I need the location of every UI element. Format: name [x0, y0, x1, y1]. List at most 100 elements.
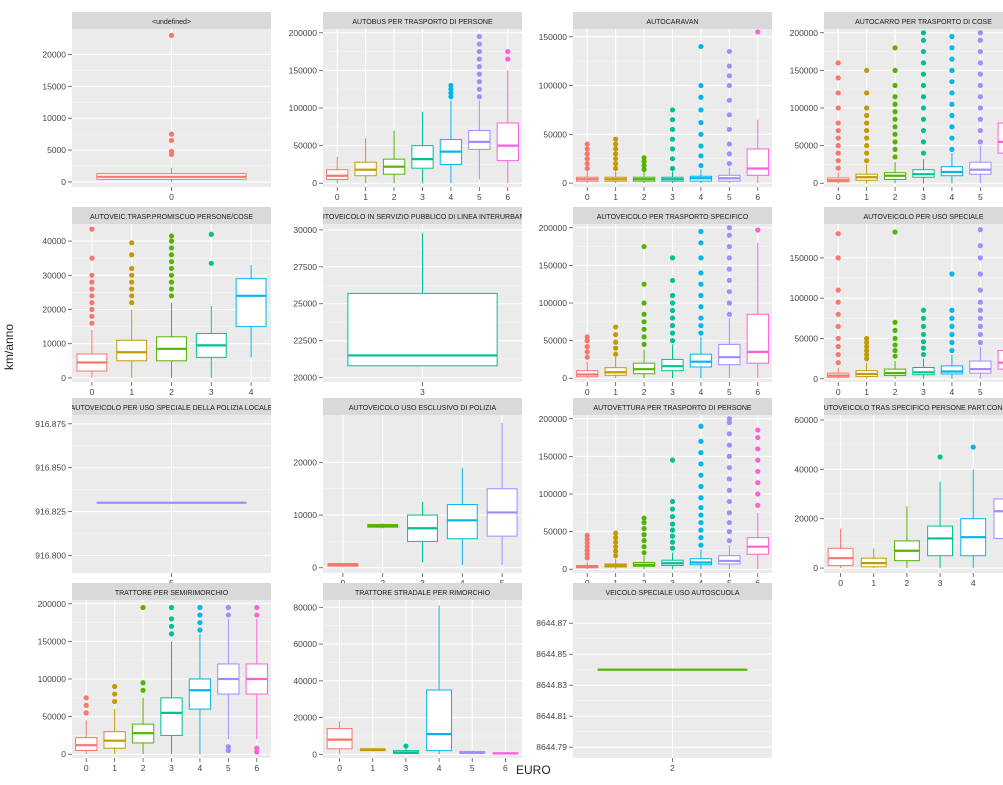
- outlier-point: [89, 300, 94, 305]
- outlier-point: [670, 255, 675, 260]
- outlier-point: [727, 98, 732, 103]
- outlier-point: [613, 151, 618, 156]
- outlier-point: [169, 624, 174, 629]
- outlier-point: [585, 161, 590, 166]
- outlier-point: [169, 245, 174, 250]
- x-tick-label: 6: [503, 763, 508, 773]
- outlier-point: [89, 256, 94, 261]
- outlier-point: [254, 605, 259, 610]
- outlier-point: [921, 316, 926, 321]
- box-iqr: [189, 679, 210, 709]
- outlier-point: [949, 348, 954, 353]
- y-tick-label: 50000: [543, 527, 567, 537]
- y-tick-label: 916.850: [35, 463, 66, 473]
- outlier-point: [978, 105, 983, 110]
- x-tick-label: 4: [699, 387, 704, 397]
- outlier-point: [585, 156, 590, 161]
- facet-panel: AUTOVEICOLO PER USO SPECIALE DELLA POLIZ…: [35, 398, 272, 588]
- outlier-point: [921, 117, 926, 122]
- outlier-point: [978, 288, 983, 293]
- x-tick-label: 0: [335, 192, 340, 202]
- outlier-point: [613, 531, 618, 536]
- facet-panel: AUTOVEICOLO PER TRASPORTO SPECIFICO05000…: [539, 207, 772, 397]
- x-tick-label: 4: [950, 192, 955, 202]
- outlier-point: [613, 540, 618, 545]
- box-iqr: [469, 131, 490, 150]
- outlier-point: [892, 348, 897, 353]
- outlier-point: [836, 312, 841, 317]
- y-tick-label: 30000: [42, 270, 66, 280]
- y-tick-label: 150000: [38, 636, 67, 646]
- outlier-point: [698, 44, 703, 49]
- y-tick-label: 916.825: [35, 507, 66, 517]
- outlier-point: [836, 90, 841, 95]
- outlier-point: [613, 141, 618, 146]
- outlier-point: [209, 261, 214, 266]
- x-tick-label: 6: [254, 763, 259, 773]
- outlier-point: [89, 293, 94, 298]
- outlier-point: [978, 83, 983, 88]
- outlier-point: [169, 33, 174, 38]
- outlier-point: [670, 137, 675, 142]
- outlier-point: [585, 151, 590, 156]
- outlier-point: [727, 278, 732, 283]
- outlier-point: [89, 321, 94, 326]
- box-iqr: [497, 123, 518, 161]
- outlier-point: [613, 553, 618, 558]
- x-tick-label: 6: [505, 192, 510, 202]
- outlier-point: [670, 293, 675, 298]
- outlier-point: [169, 233, 174, 238]
- outlier-point: [698, 107, 703, 112]
- outlier-point: [112, 684, 117, 689]
- y-tick-label: 0: [61, 373, 66, 383]
- x-tick-label: 4: [699, 192, 704, 202]
- outlier-point: [727, 267, 732, 272]
- outlier-point: [140, 680, 145, 685]
- x-tick-label: 1: [613, 192, 618, 202]
- outlier-point: [585, 533, 590, 538]
- outlier-point: [864, 143, 869, 148]
- outlier-point: [727, 225, 732, 230]
- outlier-point: [978, 30, 983, 35]
- outlier-point: [670, 499, 675, 504]
- outlier-point: [641, 319, 646, 324]
- outlier-point: [836, 231, 841, 236]
- outlier-point: [892, 320, 897, 325]
- outlier-point: [613, 549, 618, 554]
- y-tick-label: 8644.79: [536, 742, 567, 752]
- outlier-point: [698, 484, 703, 489]
- x-tick-label: 2: [169, 387, 174, 397]
- outlier-point: [978, 117, 983, 122]
- outlier-point: [129, 240, 134, 245]
- y-tick-label: 20000: [293, 373, 317, 383]
- y-axis-label: km/anno: [2, 324, 16, 370]
- outlier-point: [254, 612, 259, 617]
- outlier-point: [585, 349, 590, 354]
- outlier-point: [727, 127, 732, 132]
- box-iqr: [719, 556, 740, 564]
- y-tick-label: 40000: [794, 464, 818, 474]
- box-iqr: [427, 690, 452, 751]
- outlier-point: [641, 526, 646, 531]
- outlier-point: [921, 105, 926, 110]
- outlier-point: [921, 30, 926, 35]
- outlier-point: [921, 94, 926, 99]
- y-tick-label: 0: [61, 177, 66, 187]
- outlier-point: [197, 612, 202, 617]
- x-tick-label: 4: [449, 192, 454, 202]
- outlier-point: [670, 534, 675, 539]
- outlier-point: [921, 38, 926, 43]
- outlier-point: [949, 271, 954, 276]
- y-tick-label: 27500: [293, 262, 317, 272]
- box-iqr: [913, 367, 934, 374]
- outlier-point: [698, 520, 703, 525]
- outlier-point: [89, 286, 94, 291]
- outlier-point: [727, 520, 732, 525]
- outlier-point: [670, 300, 675, 305]
- outlier-point: [698, 535, 703, 540]
- outlier-point: [836, 143, 841, 148]
- outlier-point: [84, 703, 89, 708]
- y-tick-label: 200000: [539, 223, 568, 233]
